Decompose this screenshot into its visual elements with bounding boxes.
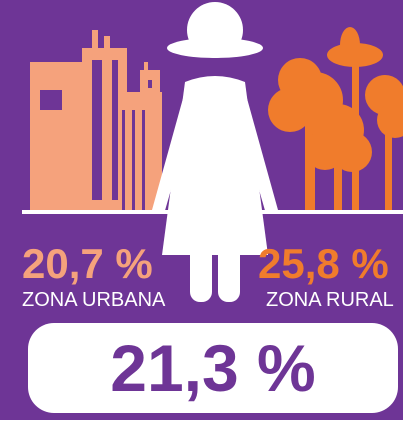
total-value: 21,3 % xyxy=(110,331,315,405)
rural-value: 25,8 % xyxy=(258,240,389,287)
urban-value: 20,7 % xyxy=(22,240,153,287)
urban-label: ZONA URBANA xyxy=(22,289,166,311)
rural-label: ZONA RURAL xyxy=(266,289,394,311)
infographic: 20,7 % ZONA URBANA 25,8 % ZONA RURAL 21,… xyxy=(0,0,403,420)
